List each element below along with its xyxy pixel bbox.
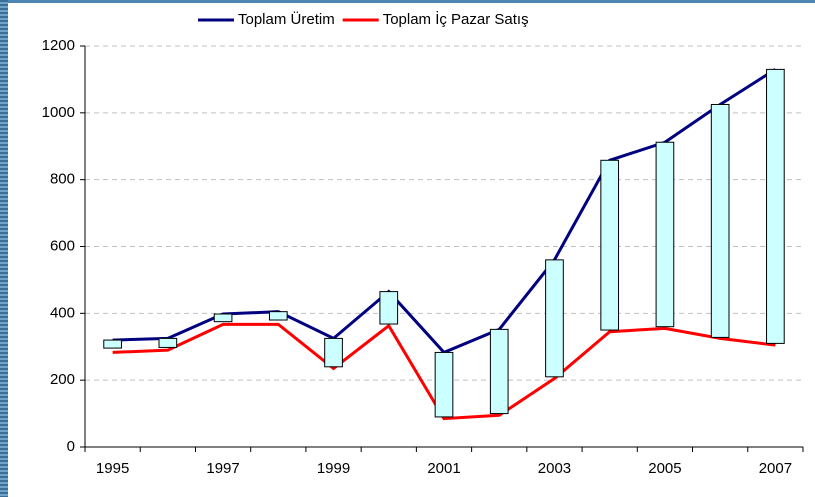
- range-bar: [213, 313, 233, 323]
- series-line: [112, 322, 776, 421]
- range-bar: [434, 351, 454, 418]
- y-tick-label: 200: [50, 371, 75, 388]
- x-tick-label: 2005: [648, 460, 681, 477]
- legend-label: Toplam İç Pazar Satış: [383, 10, 529, 28]
- y-tick-label: 600: [50, 237, 75, 254]
- range-bar: [710, 103, 730, 338]
- x-tick-label: 2007: [759, 460, 792, 477]
- y-tick-label: 1200: [42, 37, 75, 54]
- range-bar: [158, 337, 178, 348]
- range-bar: [324, 337, 343, 368]
- x-tick-label: 2001: [427, 460, 460, 477]
- range-bar: [268, 311, 288, 321]
- range-bar: [766, 68, 785, 344]
- legend-label: Toplam Üretim: [238, 10, 335, 28]
- y-tick-label: 0: [67, 438, 75, 455]
- y-tick-label: 400: [50, 304, 75, 321]
- border-stripe: [0, 0, 8, 497]
- range-bar: [379, 291, 399, 325]
- x-tick-label: 1997: [206, 460, 239, 477]
- range-bar: [655, 141, 675, 328]
- series-line: [112, 68, 777, 355]
- x-tick-label: 1999: [317, 460, 350, 477]
- range-bar: [489, 328, 509, 415]
- range-bar: [103, 339, 122, 349]
- chart: 0 200 400 600 800 1000 1200 1995 1997 1999 2001 200…: [8, 3, 815, 497]
- y-tick-label: 800: [50, 171, 75, 188]
- x-tick-label: 1995: [96, 460, 129, 477]
- range-bar: [545, 259, 564, 378]
- y-tick-label: 1000: [42, 104, 75, 121]
- range-bar: [600, 159, 620, 331]
- x-tick-label: 2003: [538, 460, 571, 477]
